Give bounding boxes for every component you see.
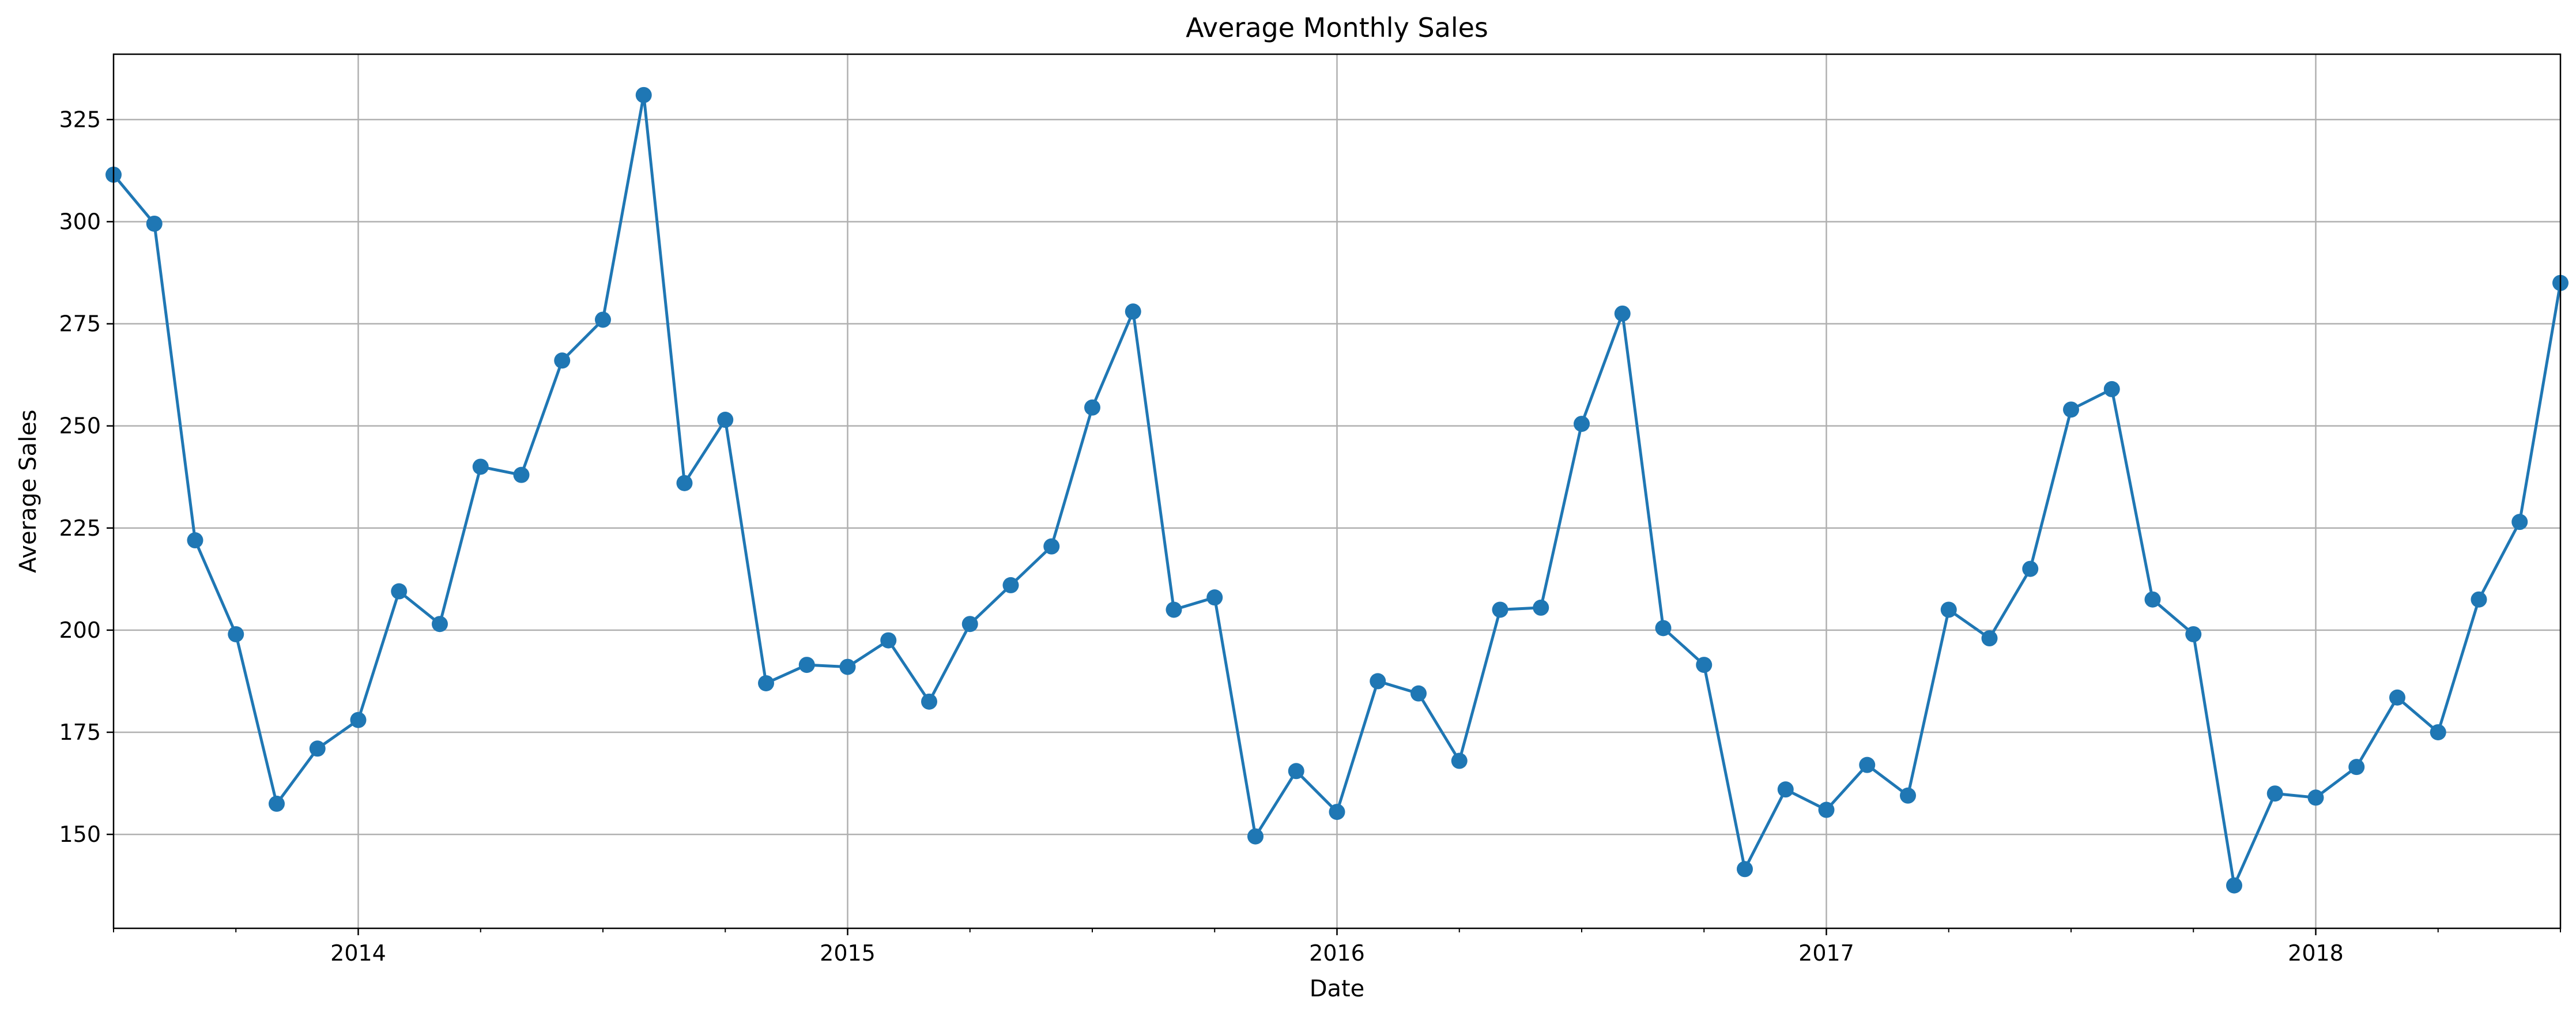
data-point [1002, 577, 1019, 593]
data-point [2389, 689, 2405, 706]
data-point [146, 215, 163, 232]
data-point [717, 412, 734, 428]
data-point [798, 657, 815, 673]
series-layer [105, 86, 2569, 894]
data-point [1206, 589, 1223, 606]
data-point [1737, 861, 1753, 878]
data-point [1533, 599, 1549, 616]
data-point [595, 311, 611, 328]
data-point [839, 658, 856, 675]
data-point [2226, 877, 2242, 894]
data-point [1288, 763, 1304, 780]
chart-title: Average Monthly Sales [1186, 12, 1488, 43]
data-point [880, 632, 897, 649]
data-point [1084, 399, 1100, 416]
data-point [1410, 685, 1427, 702]
y-tick-label: 325 [59, 107, 101, 132]
data-point [1166, 601, 1182, 618]
y-tick-label: 275 [59, 311, 101, 337]
data-point [432, 616, 448, 633]
grid [114, 54, 2560, 928]
data-point [513, 466, 530, 483]
data-point [1043, 538, 1060, 555]
data-point [2063, 401, 2079, 418]
y-tick-label: 200 [59, 618, 101, 643]
data-point [2471, 591, 2487, 608]
y-tick-label: 225 [59, 515, 101, 541]
data-point [1574, 416, 1590, 432]
y-tick-label: 150 [59, 822, 101, 847]
data-point [1492, 601, 1508, 618]
x-axis-label: Date [1310, 976, 1365, 1002]
data-point [2348, 759, 2365, 776]
data-point [1655, 620, 1672, 637]
x-tick-label: 2016 [1309, 940, 1365, 966]
data-point [554, 352, 571, 369]
data-point [228, 626, 244, 642]
data-point [1370, 673, 1386, 690]
data-point [2307, 789, 2324, 806]
data-point [635, 86, 652, 103]
x-tick-label: 2017 [1798, 940, 1854, 966]
data-point [758, 675, 774, 691]
data-point [1818, 801, 1835, 818]
data-point [187, 532, 203, 549]
x-tick-label: 2015 [820, 940, 876, 966]
data-point [1900, 787, 1916, 804]
x-tick-label: 2018 [2288, 940, 2344, 966]
data-point [2511, 514, 2528, 530]
data-point [1247, 828, 1264, 845]
y-axis-label: Average Sales [15, 409, 42, 573]
data-point [269, 795, 285, 812]
data-point [1614, 305, 1631, 322]
data-point [676, 475, 693, 491]
data-point [921, 693, 937, 710]
data-point [1125, 303, 1141, 320]
data-point [1696, 657, 1713, 673]
data-point [1329, 804, 1345, 820]
data-point [472, 458, 489, 475]
data-point [350, 712, 367, 728]
data-point [2430, 724, 2446, 740]
data-point [1451, 752, 1468, 769]
data-point [961, 616, 978, 633]
data-point [1940, 601, 1957, 618]
data-point [1981, 630, 1998, 647]
data-point [1777, 781, 1794, 798]
ticks: 150 175 200 225 250 275 300 325 2014 2015 2016 2017… [59, 107, 2561, 966]
data-point [391, 583, 408, 600]
data-point [2266, 785, 2283, 802]
markers [105, 86, 2569, 894]
data-point [1859, 756, 1876, 773]
data-point [2022, 560, 2039, 577]
y-tick-label: 300 [59, 209, 101, 234]
y-tick-label: 250 [59, 413, 101, 439]
data-point [309, 740, 326, 757]
y-tick-label: 175 [59, 720, 101, 745]
data-point [2103, 381, 2120, 397]
x-tick-label: 2014 [330, 940, 386, 966]
data-point [2185, 626, 2202, 642]
data-point [2144, 591, 2161, 608]
